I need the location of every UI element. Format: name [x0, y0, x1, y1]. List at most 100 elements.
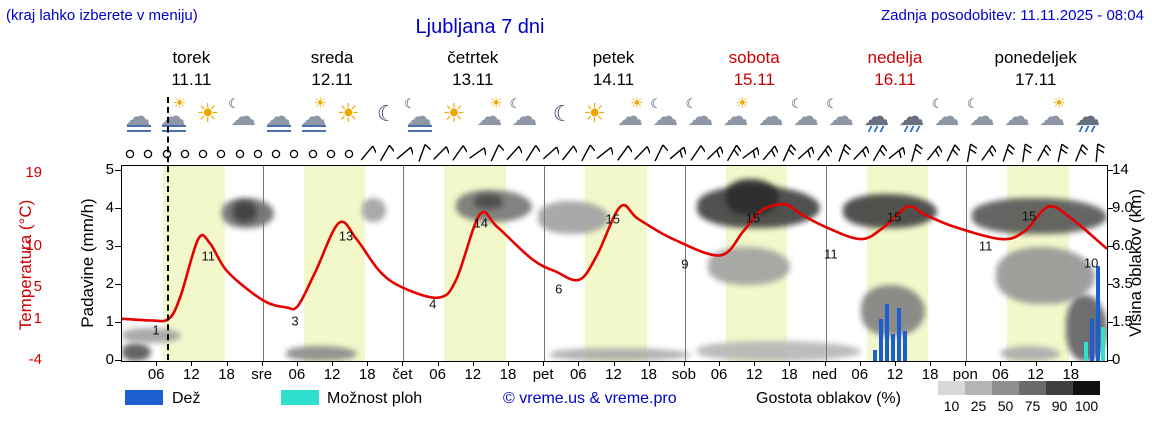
temp-value-label: 1 [152, 322, 160, 338]
wind-barb-icon [468, 142, 487, 164]
drops-glyph [903, 126, 922, 132]
moon-glyph: ☾ [552, 101, 573, 126]
day-name: petek [592, 48, 635, 67]
cloud-moon-icon: ☾ ☁ [509, 96, 543, 132]
wind-barb-icon [778, 142, 797, 164]
wind-barb-icon [1070, 142, 1088, 164]
cloud-region [995, 247, 1096, 304]
time-tick-mark [402, 362, 404, 366]
temp-value-label: 11 [824, 246, 838, 262]
temp-value-label: 9 [681, 256, 689, 271]
density-swatch [1019, 381, 1046, 395]
sun-glyph: ☀ [1052, 95, 1066, 112]
cloud-moon-icon: ☾ ☁ [684, 97, 718, 132]
temp-value-label: 15 [886, 209, 902, 225]
temp-axis-tick: -4 [28, 351, 42, 368]
precip-axis-tick: 2 [105, 275, 114, 292]
time-axis-label: 18 [640, 366, 658, 383]
cloud-glyph: ☁ [159, 101, 186, 131]
precipitation-axis-label: Padavine (mm/h) [78, 198, 97, 328]
time-axis-label: sob [671, 366, 696, 383]
meteogram-plot: 1 11 3 13 4 14 6 15 9 15 11 15 11 15 10 [121, 165, 1108, 362]
drops-glyph [867, 126, 887, 132]
cloud-glyph: ☁ [898, 101, 925, 131]
day-name: sobota [728, 48, 780, 67]
wind-barb-icon [504, 142, 524, 164]
rain-bar [890, 334, 895, 361]
cloud-glyph: ☁ [617, 101, 644, 131]
cloud-glyph: ☁ [828, 101, 855, 131]
time-tick-mark [754, 362, 756, 366]
sun-glyph: ☀ [489, 95, 503, 112]
moon-glyph: ☾ [650, 96, 662, 111]
temp-value-label: 11 [978, 238, 993, 254]
time-axis-label: 18 [1062, 366, 1080, 383]
cloud-region [122, 328, 181, 344]
wind-barb-icon [632, 142, 651, 164]
day-date: 17.11 [1015, 70, 1057, 89]
cloud-region [233, 201, 257, 222]
day-date: 11.11 [171, 70, 212, 89]
wind-barb-icon [760, 142, 779, 164]
cloud-region [538, 201, 609, 235]
sun-glyph: ☀ [195, 98, 220, 128]
time-tick-mark [859, 362, 861, 366]
moon-glyph: ☾ [790, 96, 803, 111]
wind-barb-icon [559, 142, 578, 164]
temp-axis-tick: 5 [33, 277, 42, 295]
wind-barb-icon [869, 142, 888, 164]
temp-value-label: 13 [338, 228, 354, 244]
sun-glyph: ☀ [442, 98, 466, 128]
temp-axis-tick: 19 [25, 164, 42, 182]
rain-bar [879, 319, 884, 361]
cloud-tick-mark [1107, 284, 1113, 285]
density-swatch [938, 381, 965, 395]
menu-hint: (kraj lahko izberete v meniju) [6, 7, 198, 24]
moon-glyph: ☾ [509, 96, 522, 111]
time-axis-label: čet [392, 366, 413, 383]
calm-wind-icon [249, 142, 267, 164]
fog-glyph [126, 125, 151, 133]
cloud-sun-icon: ☀ ☁ [1036, 95, 1070, 132]
calm-wind-icon [340, 142, 358, 164]
time-tick-mark [894, 362, 896, 366]
time-axis-label: 18 [781, 366, 798, 383]
cloud-sun-icon: ☀ ☁ [720, 96, 754, 132]
sun-glyph: ☀ [336, 98, 360, 128]
density-value: 90 [1051, 398, 1068, 414]
wind-barb-icon [668, 142, 688, 164]
cloud-axis-tick: 3.5 [1112, 275, 1133, 292]
day-date: 15.11 [733, 70, 775, 89]
temp-value-label: 6 [555, 281, 563, 297]
cloud-moon-icon: ☾ ☁ [790, 96, 824, 132]
density-swatch [1046, 381, 1073, 395]
cloud-axis-tick: 6.0 [1112, 237, 1133, 254]
precip-tick-mark [115, 360, 121, 361]
moon-glyph: ☾ [404, 96, 416, 111]
wind-barb-icon [650, 142, 669, 164]
density-value: 75 [1024, 398, 1041, 414]
rain-icon: ☁ [860, 98, 894, 132]
wind-barb-icon [413, 142, 432, 164]
precip-tick-mark [115, 322, 121, 323]
cloud-tick-mark [1107, 360, 1113, 361]
cloud-glyph: ☁ [476, 101, 503, 131]
day-date: 12.11 [311, 70, 353, 89]
time-axis-label: 18 [921, 366, 939, 383]
cloud-region [362, 197, 386, 222]
wind-barb-icon [887, 142, 906, 164]
fog-glyph [408, 125, 433, 133]
cloud-moon-icon: ☾ ☁ [649, 96, 683, 132]
cloud-glyph: ☁ [863, 101, 890, 131]
cloud-glyph: ☁ [652, 101, 679, 131]
wind-barb-icon [833, 142, 851, 164]
density-swatch [992, 381, 1019, 395]
temp-value-label: 14 [473, 215, 489, 231]
sun-fog-icon: ☀ ☁ [297, 96, 331, 133]
day-boundary-line [544, 166, 546, 361]
time-tick-mark [367, 362, 369, 366]
last-update: Zadnja posodobitev: 11.11.2025 - 08:04 [881, 7, 1144, 24]
cloud-glyph: ☁ [1074, 101, 1101, 131]
time-tick-mark [648, 362, 650, 366]
rain-bar [1090, 319, 1095, 361]
